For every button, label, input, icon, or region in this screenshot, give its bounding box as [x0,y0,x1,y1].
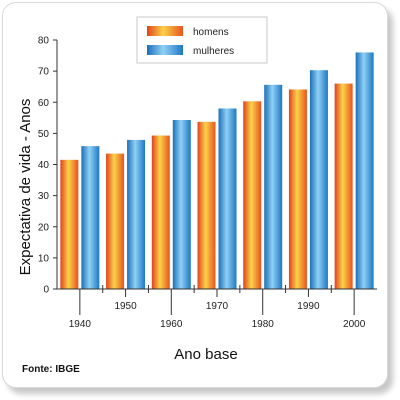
bar-homens-1950 [106,153,125,289]
x-tick-label-1970: 1970 [206,301,229,312]
bar-mulheres-1980 [264,84,283,289]
legend-box [136,16,268,64]
legend-label-mulheres: mulheres [193,46,234,57]
y-tick-label: 60 [38,98,50,109]
source-note: Fonte: IBGE [22,364,80,375]
legend: homens mulheres [136,16,268,64]
y-tick-label: 70 [38,67,50,78]
y-tick-label: 50 [38,129,50,140]
bar-mulheres-1960 [172,119,191,290]
bar-homens-1980 [243,101,262,289]
legend-swatch-homens [147,26,183,36]
bar-mulheres-2000 [355,52,374,290]
bar-homens-1940 [60,159,79,289]
y-tick-label: 10 [38,253,50,264]
y-tick-label: 0 [43,285,49,296]
x-tick-label-1990: 1990 [297,301,320,312]
y-tick-label: 80 [38,36,50,47]
legend-label-homens: homens [193,27,229,38]
x-tick-label-1950: 1950 [114,301,137,312]
x-tick-label-1980: 1980 [252,319,275,330]
bar-homens-2000 [334,83,353,289]
y-axis-label: Expectativa de vida - Anos [17,99,34,276]
bar-mulheres-1940 [81,146,100,289]
y-tick-label: 30 [38,191,50,202]
x-tick-label-1960: 1960 [160,319,183,330]
y-tick-label: 20 [38,222,50,233]
bar-mulheres-1950 [127,139,146,289]
y-tick-label: 40 [38,160,50,171]
bars [60,52,374,290]
x-tick-label-2000: 2000 [343,319,366,330]
bar-homens-1970 [197,121,216,289]
bar-homens-1990 [288,89,307,290]
x-axis-label: Ano base [174,346,237,363]
bar-mulheres-1970 [218,108,237,289]
bar-homens-1960 [151,135,170,289]
x-tick-label-1940: 1940 [69,319,92,330]
bar-mulheres-1990 [309,70,328,289]
x-axis: 1940 1950 1960 1970 1980 1990 2000 [57,285,377,330]
legend-swatch-mulheres [147,45,183,55]
y-axis: 0 10 20 30 40 50 60 70 80 [38,36,58,296]
